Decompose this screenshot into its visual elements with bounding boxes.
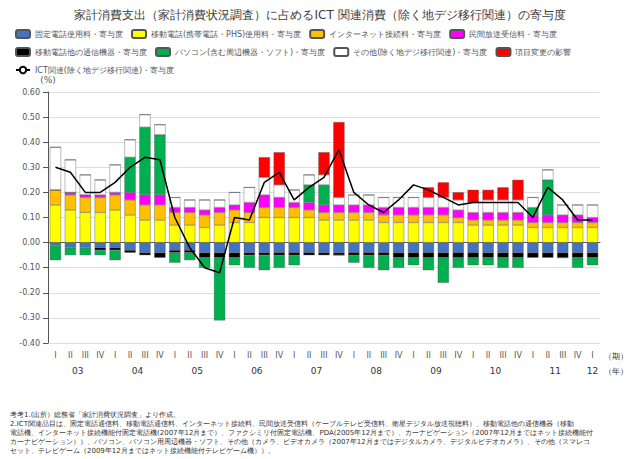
svg-text:I: I — [174, 351, 176, 360]
svg-text:II: II — [545, 351, 550, 360]
svg-text:(%): (%) — [40, 75, 56, 85]
svg-text:IV: IV — [275, 351, 283, 360]
svg-text:II: II — [68, 351, 73, 360]
svg-text:家計消費支出（家計消費状況調査）に占めるICT 関連消費（除: 家計消費支出（家計消費状況調査）に占めるICT 関連消費（除く地デジ移行関連）の… — [74, 8, 565, 22]
svg-text:0.50: 0.50 — [22, 113, 40, 122]
svg-text:08: 08 — [370, 366, 382, 376]
svg-text:III: III — [559, 351, 566, 360]
svg-text:III: III — [82, 351, 89, 360]
svg-text:2.ICT関連品目は、固定電話通信料、移動電話通信料、インタ: 2.ICT関連品目は、固定電話通信料、移動電話通信料、インターネット接続料、民間… — [10, 420, 574, 428]
svg-text:II: II — [426, 351, 431, 360]
svg-text:IV: IV — [335, 351, 343, 360]
svg-text:II: II — [128, 351, 133, 360]
svg-text:I: I — [293, 351, 295, 360]
svg-text:IV: IV — [395, 351, 403, 360]
svg-text:-0.40: -0.40 — [19, 339, 40, 348]
svg-text:04: 04 — [132, 366, 144, 376]
svg-text:II: II — [187, 351, 192, 360]
svg-text:III: III — [320, 351, 327, 360]
svg-text:0.40: 0.40 — [22, 138, 40, 147]
svg-text:III: III — [141, 351, 148, 360]
svg-text:0.20: 0.20 — [22, 188, 40, 197]
svg-text:07: 07 — [311, 366, 322, 376]
svg-text:III: III — [380, 351, 387, 360]
svg-text:05: 05 — [191, 366, 202, 376]
svg-text:03: 03 — [72, 366, 83, 376]
svg-text:IV: IV — [574, 351, 582, 360]
svg-text:電話機、インターネット接続機能付固定電話機(2007年12月: 電話機、インターネット接続機能付固定電話機(2007年12月まで）、ファクシミリ… — [10, 429, 593, 437]
svg-text:パソコン(含む周辺機器・ソフト)・寄与度: パソコン(含む周辺機器・ソフト)・寄与度 — [174, 48, 325, 57]
svg-text:ICT関連(除く地デジ移行関連)・寄与度: ICT関連(除く地デジ移行関連)・寄与度 — [35, 66, 174, 75]
svg-text:（期）: （期） — [604, 352, 628, 361]
svg-text:0.00: 0.00 — [22, 238, 40, 247]
svg-text:項目変更の影響: 項目変更の影響 — [515, 48, 571, 57]
svg-text:III: III — [499, 351, 506, 360]
svg-text:I: I — [233, 351, 235, 360]
svg-text:インターネット接続料・寄与度: インターネット接続料・寄与度 — [329, 30, 441, 39]
svg-text:III: III — [261, 351, 268, 360]
svg-text:I: I — [532, 351, 534, 360]
svg-text:11: 11 — [550, 366, 561, 376]
svg-text:09: 09 — [430, 366, 442, 376]
svg-text:I: I — [412, 351, 414, 360]
svg-text:I: I — [114, 351, 116, 360]
svg-text:II: II — [247, 351, 252, 360]
svg-text:II: II — [307, 351, 312, 360]
svg-text:カーナビゲーション））、パソコン、パソコン用周辺機器・ソフト: カーナビゲーション））、パソコン、パソコン用周辺機器・ソフト、その他（カメラ、ビ… — [10, 438, 590, 446]
svg-text:0.10: 0.10 — [22, 213, 40, 222]
svg-text:民間放送受信料・寄与度: 民間放送受信料・寄与度 — [469, 30, 557, 39]
svg-text:（年）: （年） — [604, 367, 628, 376]
svg-text:0.60: 0.60 — [22, 88, 40, 97]
svg-text:III: III — [201, 351, 208, 360]
svg-text:I: I — [591, 351, 593, 360]
svg-text:0.30: 0.30 — [22, 163, 40, 172]
svg-text:I: I — [472, 351, 474, 360]
svg-text:IV: IV — [216, 351, 224, 360]
svg-text:固定電話使用料・寄与度: 固定電話使用料・寄与度 — [35, 30, 123, 39]
svg-text:IV: IV — [156, 351, 164, 360]
svg-text:その他(除く地デジ移行関連)・寄与度: その他(除く地デジ移行関連)・寄与度 — [353, 48, 487, 57]
svg-text:-0.30: -0.30 — [19, 313, 40, 322]
svg-text:12: 12 — [587, 366, 598, 376]
svg-text:IV: IV — [96, 351, 104, 360]
svg-text:移動電話(携帯電話・PHS)使用料・寄与度: 移動電話(携帯電話・PHS)使用料・寄与度 — [151, 30, 301, 39]
svg-text:10: 10 — [490, 366, 502, 376]
svg-text:06: 06 — [251, 366, 263, 376]
svg-text:I: I — [54, 351, 56, 360]
svg-text:III: III — [440, 351, 447, 360]
svg-text:I: I — [353, 351, 355, 360]
svg-text:IV: IV — [454, 351, 462, 360]
svg-text:セット、テレビゲーム（2009年12月まではネット接続機能付: セット、テレビゲーム（2009年12月まではネット接続機能付テレビゲーム機））。 — [10, 447, 275, 455]
svg-text:-0.10: -0.10 — [19, 263, 40, 272]
svg-text:移動電話他の通信機器・寄与度: 移動電話他の通信機器・寄与度 — [35, 48, 147, 57]
svg-text:II: II — [486, 351, 491, 360]
svg-text:IV: IV — [514, 351, 522, 360]
svg-text:-0.20: -0.20 — [19, 288, 40, 297]
svg-text:考考1.(出所）総務省「家計消費状況調査」より作成。: 考考1.(出所）総務省「家計消費状況調査」より作成。 — [10, 411, 180, 419]
svg-text:II: II — [366, 351, 371, 360]
